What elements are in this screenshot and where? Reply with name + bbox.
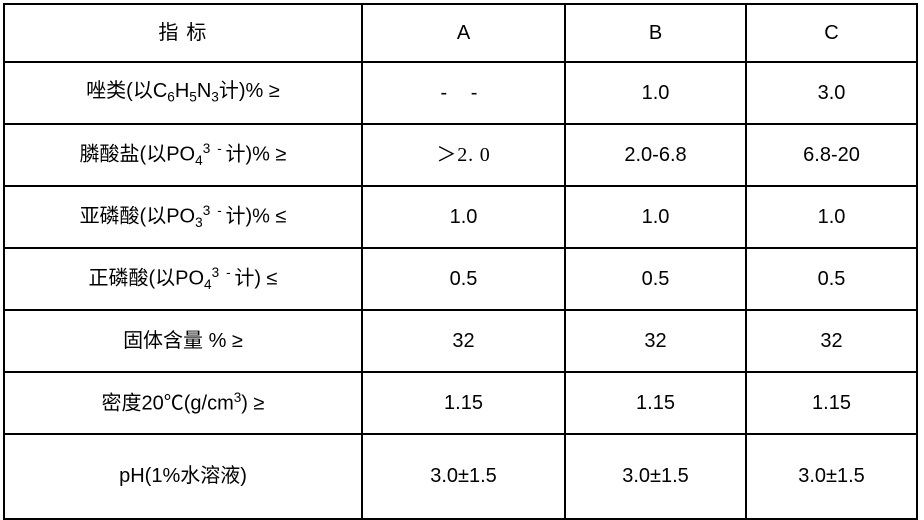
table-row: 正磷酸(以PO43 - 计) ≤ 0.5 0.5 0.5: [3, 247, 918, 311]
indicator-text-tail: 计)% ≥: [225, 143, 287, 166]
value-cell-c: 3.0: [745, 61, 918, 125]
value-cell-c: 3.0±1.5: [745, 433, 918, 520]
indicator-cell-phosphonate: 膦酸盐(以PO43 - 计)% ≥: [3, 123, 363, 187]
indicator-text-mid-2: N: [196, 80, 212, 103]
value-cell-a: - -: [361, 61, 566, 125]
indicator-subscript-1: 3: [195, 214, 203, 230]
indicator-cell-solid-content: 固体含量 % ≥: [3, 309, 363, 373]
table-row: 固体含量 % ≥ 32 32 32: [3, 309, 918, 373]
indicator-cell-density: 密度20℃(g/cm3) ≥: [3, 371, 363, 435]
indicator-charge: 3 -: [202, 140, 224, 156]
column-header-indicator: 指 标: [3, 3, 363, 63]
value-cell-b: 0.5: [564, 247, 747, 311]
indicator-text-lead: 膦酸盐(以PO: [79, 143, 196, 166]
indicator-subscript-1: 6: [167, 89, 175, 105]
indicator-superscript-1: 3: [233, 389, 242, 405]
indicator-subscript-3: 3: [211, 89, 219, 105]
indicator-text-mid-1: H: [174, 80, 190, 103]
indicator-text-lead: pH(1%水溶液): [119, 465, 247, 487]
indicator-subscript-1: 4: [204, 276, 212, 292]
value-cell-c: 32: [745, 309, 918, 373]
table-row: pH(1%水溶液) 3.0±1.5 3.0±1.5 3.0±1.5: [3, 433, 918, 520]
value-cell-b: 1.0: [564, 61, 747, 125]
indicator-cell-azole: 唑类(以C6H5N3计)% ≥: [3, 61, 363, 125]
indicator-cell-ph: pH(1%水溶液): [3, 433, 363, 520]
table-row: 唑类(以C6H5N3计)% ≥ - - 1.0 3.0: [3, 61, 918, 125]
indicator-text-lead: 正磷酸(以PO: [88, 267, 205, 290]
column-header-c: C: [745, 3, 918, 63]
table-row: 膦酸盐(以PO43 - 计)% ≥ ＞2. 0 2.0-6.8 6.8-20: [3, 123, 918, 187]
value-cell-a: ＞2. 0: [361, 123, 566, 187]
column-header-indicator-label: 指 标: [158, 21, 208, 44]
value-cell-c: 1.15: [745, 371, 918, 435]
indicator-cell-orthophosphoric-acid: 正磷酸(以PO43 - 计) ≤: [3, 247, 363, 311]
indicator-subscript-1: 4: [195, 152, 203, 168]
indicator-subscript-2: 5: [189, 89, 197, 105]
indicator-text-tail: 计)% ≥: [218, 80, 280, 103]
indicator-text-lead: 亚磷酸(以PO: [79, 205, 196, 228]
value-cell-a: 0.5: [361, 247, 566, 311]
value-cell-b: 1.0: [564, 185, 747, 249]
value-cell-b: 1.15: [564, 371, 747, 435]
value-cell-b: 32: [564, 309, 747, 373]
table-row: 密度20℃(g/cm3) ≥ 1.15 1.15 1.15: [3, 371, 918, 435]
indicator-text-tail: 计)% ≤: [225, 205, 287, 228]
table-header-row: 指 标 A B C: [3, 3, 918, 63]
value-cell-a: 32: [361, 309, 566, 373]
specification-table: 指 标 A B C 唑类(以C6H5N3计)% ≥ - - 1.0 3.0 膦酸…: [3, 3, 918, 520]
value-cell-a: 1.0: [361, 185, 566, 249]
specification-table-container: 指 标 A B C 唑类(以C6H5N3计)% ≥ - - 1.0 3.0 膦酸…: [3, 3, 918, 520]
indicator-text-lead: 固体含量 % ≥: [123, 329, 243, 352]
table-row: 亚磷酸(以PO33 - 计)% ≤ 1.0 1.0 1.0: [3, 185, 918, 249]
indicator-cell-phosphorous-acid: 亚磷酸(以PO33 - 计)% ≤: [3, 185, 363, 249]
value-cell-a: 3.0±1.5: [361, 433, 566, 520]
column-header-b: B: [564, 3, 747, 63]
indicator-text-tail: 计) ≤: [234, 267, 278, 290]
indicator-text-lead: 密度20℃(g/cm: [101, 392, 234, 415]
value-cell-b: 2.0-6.8: [564, 123, 747, 187]
value-cell-c: 1.0: [745, 185, 918, 249]
value-cell-a: 1.15: [361, 371, 566, 435]
indicator-text-lead: 唑类(以C: [86, 80, 168, 103]
indicator-charge: 3 -: [211, 264, 233, 280]
value-cell-c: 6.8-20: [745, 123, 918, 187]
column-header-a: A: [361, 3, 566, 63]
indicator-text-tail: ) ≥: [241, 392, 265, 415]
indicator-charge: 3 -: [202, 202, 224, 218]
value-cell-b: 3.0±1.5: [564, 433, 747, 520]
value-cell-c: 0.5: [745, 247, 918, 311]
